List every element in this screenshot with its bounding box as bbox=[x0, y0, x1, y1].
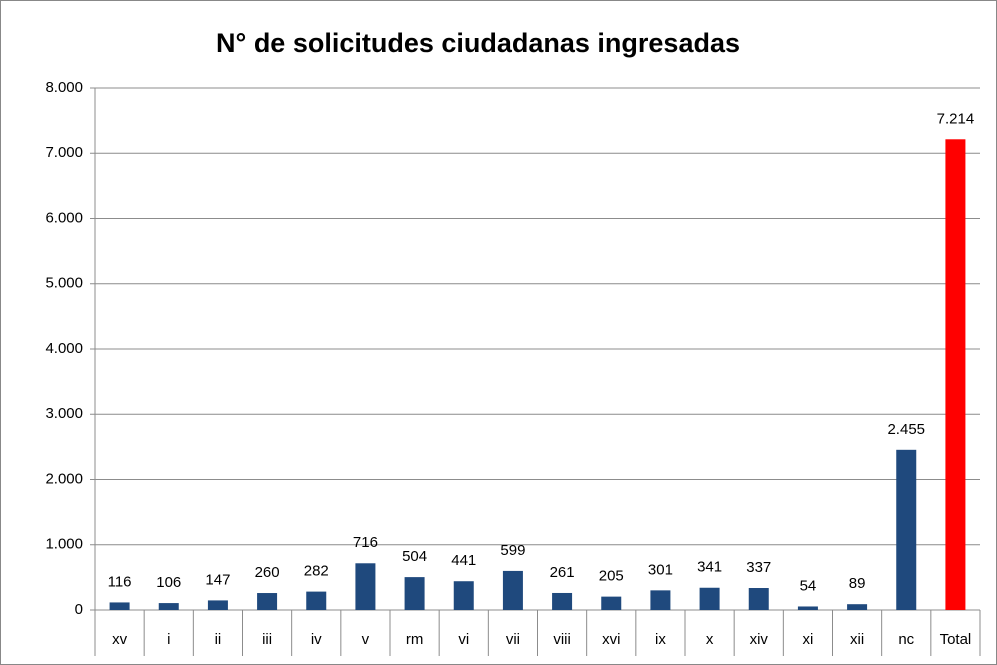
x-tick-label: i bbox=[167, 631, 170, 648]
y-tick-label: 4.000 bbox=[45, 340, 83, 357]
bar bbox=[847, 604, 868, 610]
y-tick-label: 6.000 bbox=[45, 209, 83, 226]
bar bbox=[896, 449, 917, 610]
value-label: 205 bbox=[599, 568, 624, 585]
x-tick-label: iv bbox=[311, 631, 322, 648]
y-tick-label: 7.000 bbox=[45, 144, 83, 161]
value-label: 7.214 bbox=[937, 110, 975, 127]
value-label: 54 bbox=[800, 577, 817, 594]
x-tick-label: viii bbox=[553, 631, 571, 648]
value-label: 260 bbox=[255, 564, 280, 581]
bar bbox=[552, 592, 573, 610]
bar bbox=[650, 590, 671, 610]
bar bbox=[404, 577, 425, 610]
bar bbox=[748, 588, 769, 610]
value-label: 106 bbox=[156, 574, 181, 591]
bar bbox=[502, 570, 523, 610]
x-tick-label: vii bbox=[506, 631, 520, 648]
value-label: 261 bbox=[550, 564, 575, 581]
x-tick-label: x bbox=[706, 631, 714, 648]
y-tick-label: 3.000 bbox=[45, 405, 83, 422]
bar bbox=[699, 587, 720, 610]
x-tick-label: xii bbox=[850, 631, 864, 648]
y-tick-label: 1.000 bbox=[45, 536, 83, 553]
chart-title: N° de solicitudes ciudadanas ingresadas bbox=[216, 28, 740, 58]
bar bbox=[207, 600, 228, 610]
bar bbox=[797, 606, 818, 610]
value-label: 341 bbox=[697, 559, 722, 576]
value-label: 282 bbox=[304, 563, 329, 580]
bar bbox=[601, 596, 622, 610]
x-tick-label: ii bbox=[215, 631, 222, 648]
x-tick-label: Total bbox=[940, 631, 972, 648]
bar bbox=[453, 581, 474, 610]
value-label: 301 bbox=[648, 561, 673, 578]
x-tick-label: v bbox=[362, 631, 370, 648]
x-tick-label: iii bbox=[262, 631, 272, 648]
value-label: 441 bbox=[451, 552, 476, 569]
bar bbox=[945, 139, 966, 610]
value-label: 716 bbox=[353, 534, 378, 551]
x-tick-label: xvi bbox=[602, 631, 620, 648]
bar bbox=[158, 603, 179, 610]
value-label: 116 bbox=[108, 573, 132, 590]
bar bbox=[257, 593, 278, 610]
value-label: 599 bbox=[500, 542, 525, 559]
y-tick-label: 0 bbox=[75, 601, 83, 618]
value-label: 337 bbox=[746, 559, 771, 576]
y-tick-label: 8.000 bbox=[45, 79, 83, 96]
bar bbox=[306, 591, 327, 610]
x-tick-label: xi bbox=[802, 631, 813, 648]
x-tick-label: rm bbox=[406, 631, 424, 648]
y-tick-label: 5.000 bbox=[45, 275, 83, 292]
x-tick-label: ix bbox=[655, 631, 666, 648]
y-tick-label: 2.000 bbox=[45, 470, 83, 487]
value-label: 2.455 bbox=[887, 421, 925, 438]
bar bbox=[355, 563, 376, 610]
x-tick-label: nc bbox=[898, 631, 914, 648]
bar bbox=[109, 602, 130, 610]
x-tick-label: xiv bbox=[750, 631, 769, 648]
value-label: 504 bbox=[402, 548, 427, 565]
x-tick-label: vi bbox=[458, 631, 469, 648]
x-tick-label: xv bbox=[112, 631, 128, 648]
value-label: 89 bbox=[849, 575, 866, 592]
value-label: 147 bbox=[205, 571, 230, 588]
